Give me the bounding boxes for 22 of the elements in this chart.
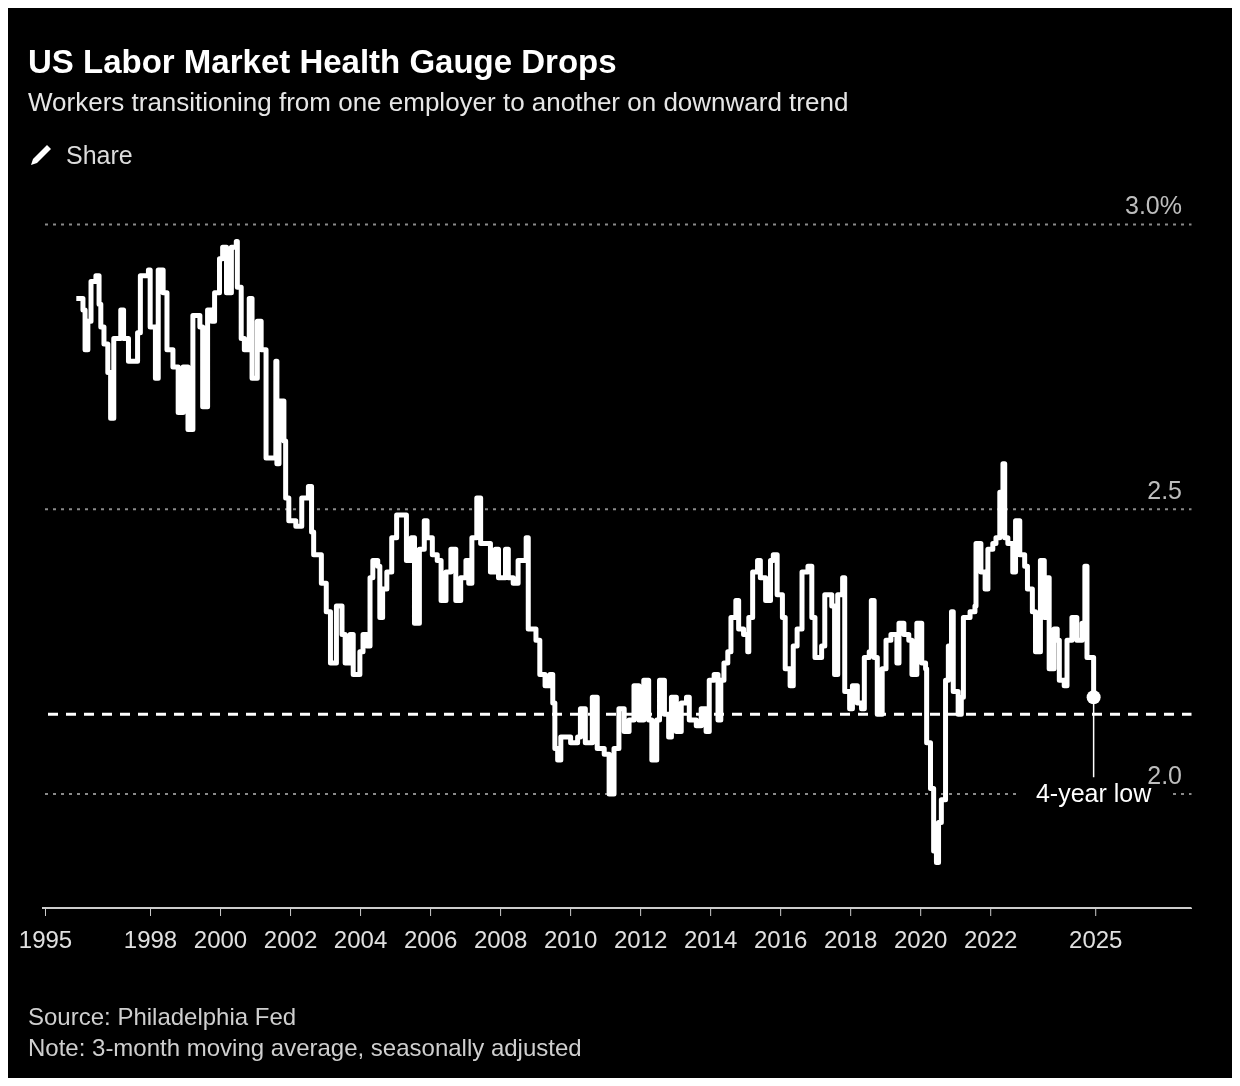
x-tick-label: 2014 bbox=[683, 926, 738, 953]
chart-subtitle: Workers transitioning from one employer to another on downward trend bbox=[28, 86, 850, 119]
x-tick-label: 2006 bbox=[403, 926, 458, 953]
y-tick-label: 2.5 bbox=[1147, 476, 1182, 505]
y-tick-label: 3.0% bbox=[1125, 191, 1182, 220]
x-tick-label: 2025 bbox=[1069, 926, 1123, 953]
source-note: Source: Philadelphia Fed bbox=[28, 1002, 298, 1032]
x-tick-label: 2000 bbox=[193, 926, 248, 953]
x-tick-label: 2020 bbox=[894, 926, 948, 953]
x-tick-label: 2010 bbox=[543, 926, 598, 953]
x-tick-label: 1995 bbox=[18, 926, 73, 953]
x-tick-label: 2004 bbox=[333, 926, 388, 953]
x-tick-label: 2018 bbox=[823, 926, 878, 953]
x-tick-label: 2012 bbox=[613, 926, 668, 953]
chart-title: US Labor Market Health Gauge Drops bbox=[28, 42, 618, 82]
x-tick-label: 2022 bbox=[964, 926, 1018, 953]
x-tick-label: 2016 bbox=[753, 926, 808, 953]
text: Share bbox=[66, 140, 133, 170]
x-tick-label: 1998 bbox=[123, 926, 178, 953]
text: Note: 3-month moving average, seasonally adjusted bbox=[28, 1033, 582, 1063]
x-tick-label: 2008 bbox=[473, 926, 528, 953]
x-tick-label: 2002 bbox=[263, 926, 318, 953]
